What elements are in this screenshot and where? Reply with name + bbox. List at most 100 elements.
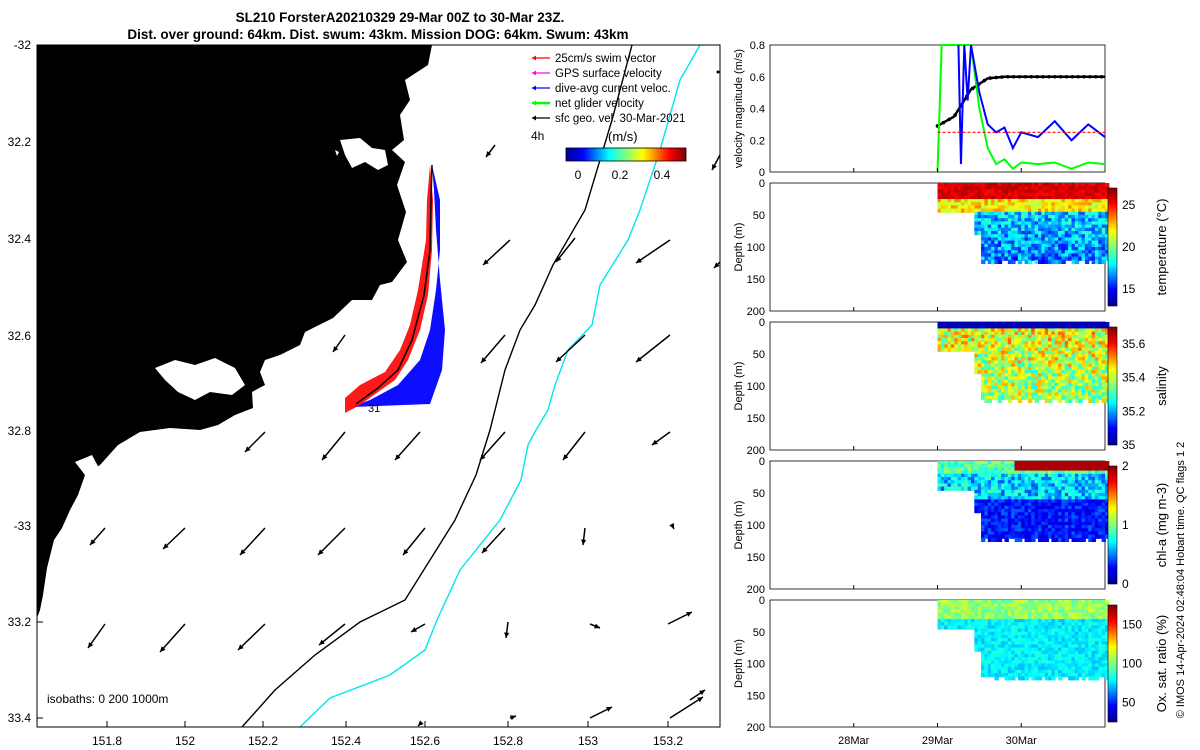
heatmap-cell [1064,477,1070,482]
heatmap-cell [974,486,979,491]
heatmap-cell [1081,470,1086,475]
heatmap-cell [1034,534,1039,539]
heatmap-cell [1031,386,1036,391]
heatmap-cell [1091,231,1096,236]
heatmap-cell [1007,669,1013,675]
heatmap-cell [1058,341,1063,346]
heatmap-cell [1004,247,1009,252]
heatmap-cell [1051,486,1056,491]
heatmap-cell [1058,376,1063,381]
heatmap-cell [1091,247,1096,252]
heatmap-cell [971,464,976,469]
heatmap-cell [1088,250,1093,255]
heatmap-cell [940,205,946,210]
heatmap-cell [991,528,996,533]
heatmap-cell [964,612,969,617]
heatmap-cell [1105,186,1110,191]
heatmap-cell [1088,493,1093,498]
heatmap-cell [1017,461,1023,466]
heatmap-cell [1034,234,1039,239]
heatmap-cell [1071,509,1076,514]
heatmap-cell [1101,647,1106,652]
heatmap-cell [1088,382,1093,387]
isobaths-legend: isobaths: 0 200 1000m [47,692,168,706]
heatmap-cell [957,473,962,478]
heatmap-cell [1004,619,1009,624]
heatmap-cell [1088,208,1093,213]
heatmap-cell [1071,195,1076,200]
heatmap-cell [1034,483,1039,488]
heatmap-cell [1084,653,1090,659]
heatmap-cell [1041,473,1046,478]
heatmap-cell [1004,373,1009,378]
heatmap-cell [1091,357,1096,362]
heatmap-cell [1017,389,1023,394]
heatmap-cell [1068,461,1073,466]
heatmap-cell [987,379,993,384]
heatmap-cell [1011,347,1016,352]
heatmap-cell [1007,382,1013,387]
heatmap-cell [1091,366,1096,371]
heatmap-cell [950,477,956,482]
heatmap-cell [1041,240,1046,245]
heatmap-cell [1058,619,1063,624]
heatmap-cell [1098,218,1103,223]
heatmap-cell [1091,505,1096,510]
heatmap-cell [1041,186,1046,191]
heatmap-cell [1038,354,1043,359]
heatmap-cell [1004,609,1009,614]
heatmap-cell [1074,606,1080,611]
heatmap-cell [1094,480,1100,485]
heatmap-cell [1084,379,1090,384]
heatmap-cell [960,347,966,352]
heatmap-cell [977,354,983,359]
heatmap-cell [1088,609,1093,614]
heatmap-cell [940,341,946,346]
heatmap-cell [1084,202,1090,207]
heatmap-cell [1074,192,1080,197]
heatmap-cell [1011,382,1016,387]
heatmap-cell [1017,370,1023,375]
heatmap-cell [1074,634,1080,640]
depth-tick-label: 200 [747,445,765,457]
heatmap-cell [981,606,986,611]
heatmap-cell [967,334,972,339]
heatmap-cell [994,509,999,514]
heatmap-cell [1084,192,1090,197]
heatmap-cell [1014,467,1019,472]
heatmap-cell [1034,606,1039,611]
heatmap-cell [1014,231,1019,236]
heatmap-cell [940,189,946,194]
heatmap-cell [1081,631,1086,636]
heatmap-cell [1068,669,1073,675]
heatmap-cell [1091,673,1096,678]
geo-arrowhead [160,646,166,652]
heatmap-cell [1038,537,1043,542]
heatmap-cell [954,612,959,617]
heatmap-cell [1007,663,1013,668]
heatmap-cell [1034,496,1039,501]
heatmap-cell [1058,600,1063,605]
heatmap-cell [1061,650,1066,655]
heatmap-cell [1034,467,1039,472]
heatmap-cell [991,653,996,659]
heatmap-cell [1064,392,1070,397]
heatmap-cell [1027,477,1033,482]
heatmap-cell [1051,534,1056,539]
heatmap-cell [1094,489,1100,494]
heatmap-cell [1001,609,1006,614]
heatmap-cell [1001,373,1006,378]
heatmap-cell [1088,247,1093,252]
heatmap-cell [1078,521,1083,526]
heatmap-cell [1098,389,1103,394]
heatmap-cell [994,382,999,387]
heatmap-cell [1027,467,1033,472]
heatmap-cell [1004,366,1009,371]
heatmap-cell [1007,509,1013,514]
heatmap-cell [967,619,972,624]
heatmap-cell [1051,259,1056,264]
heatmap-cell [947,622,952,627]
heatmap-cell [1031,379,1036,384]
heatmap-cell [1071,619,1076,624]
lat-tick-label: -33 [14,519,32,533]
